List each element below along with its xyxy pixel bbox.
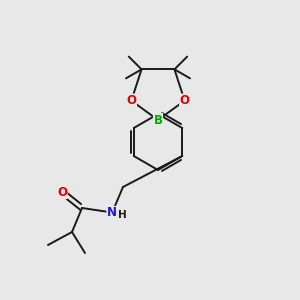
Text: N: N bbox=[107, 206, 117, 220]
Text: O: O bbox=[57, 185, 67, 199]
Text: B: B bbox=[154, 113, 163, 127]
Text: O: O bbox=[180, 94, 190, 107]
Text: H: H bbox=[118, 210, 126, 220]
Text: O: O bbox=[126, 94, 136, 107]
